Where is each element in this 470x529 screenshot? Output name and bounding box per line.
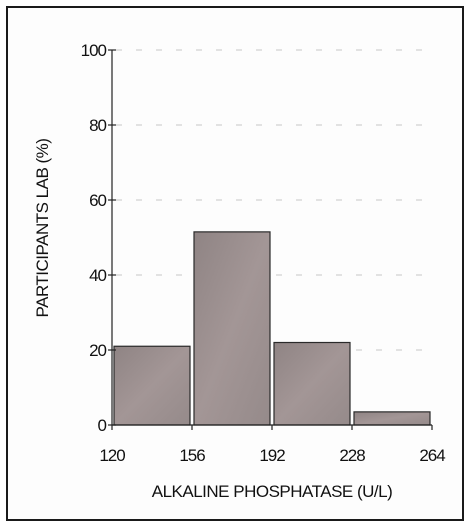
gridlines [116, 49, 432, 351]
x-tick-label: 192 [259, 446, 285, 465]
y-tick-label: 60 [89, 191, 106, 210]
x-tick-labels: 120 156 192 228 264 [99, 446, 446, 465]
histogram-bar-228-264 [353, 411, 431, 426]
histogram-bar-120-156 [113, 345, 191, 426]
y-tick-label: 40 [89, 266, 106, 285]
x-tick-label: 120 [99, 446, 125, 465]
y-tick-label: 100 [81, 41, 107, 60]
x-tick-label: 264 [419, 446, 445, 465]
histogram-bar-156-192 [193, 231, 271, 426]
axes [108, 49, 433, 430]
x-axis-title: ALKALINE PHOSPHATASE (U/L) [152, 482, 393, 501]
bars [113, 231, 431, 426]
y-tick-label: 0 [98, 416, 107, 435]
y-axis-title: PARTICIPANTS LAB (%) [33, 139, 52, 318]
y-tick-label: 80 [89, 116, 106, 135]
histogram-bar-192-228 [273, 341, 351, 426]
y-tick-label: 20 [89, 341, 106, 360]
x-tick-label: 156 [179, 446, 205, 465]
y-tick-labels: 0 20 40 60 80 100 [81, 41, 108, 435]
x-tick-label: 228 [339, 446, 365, 465]
